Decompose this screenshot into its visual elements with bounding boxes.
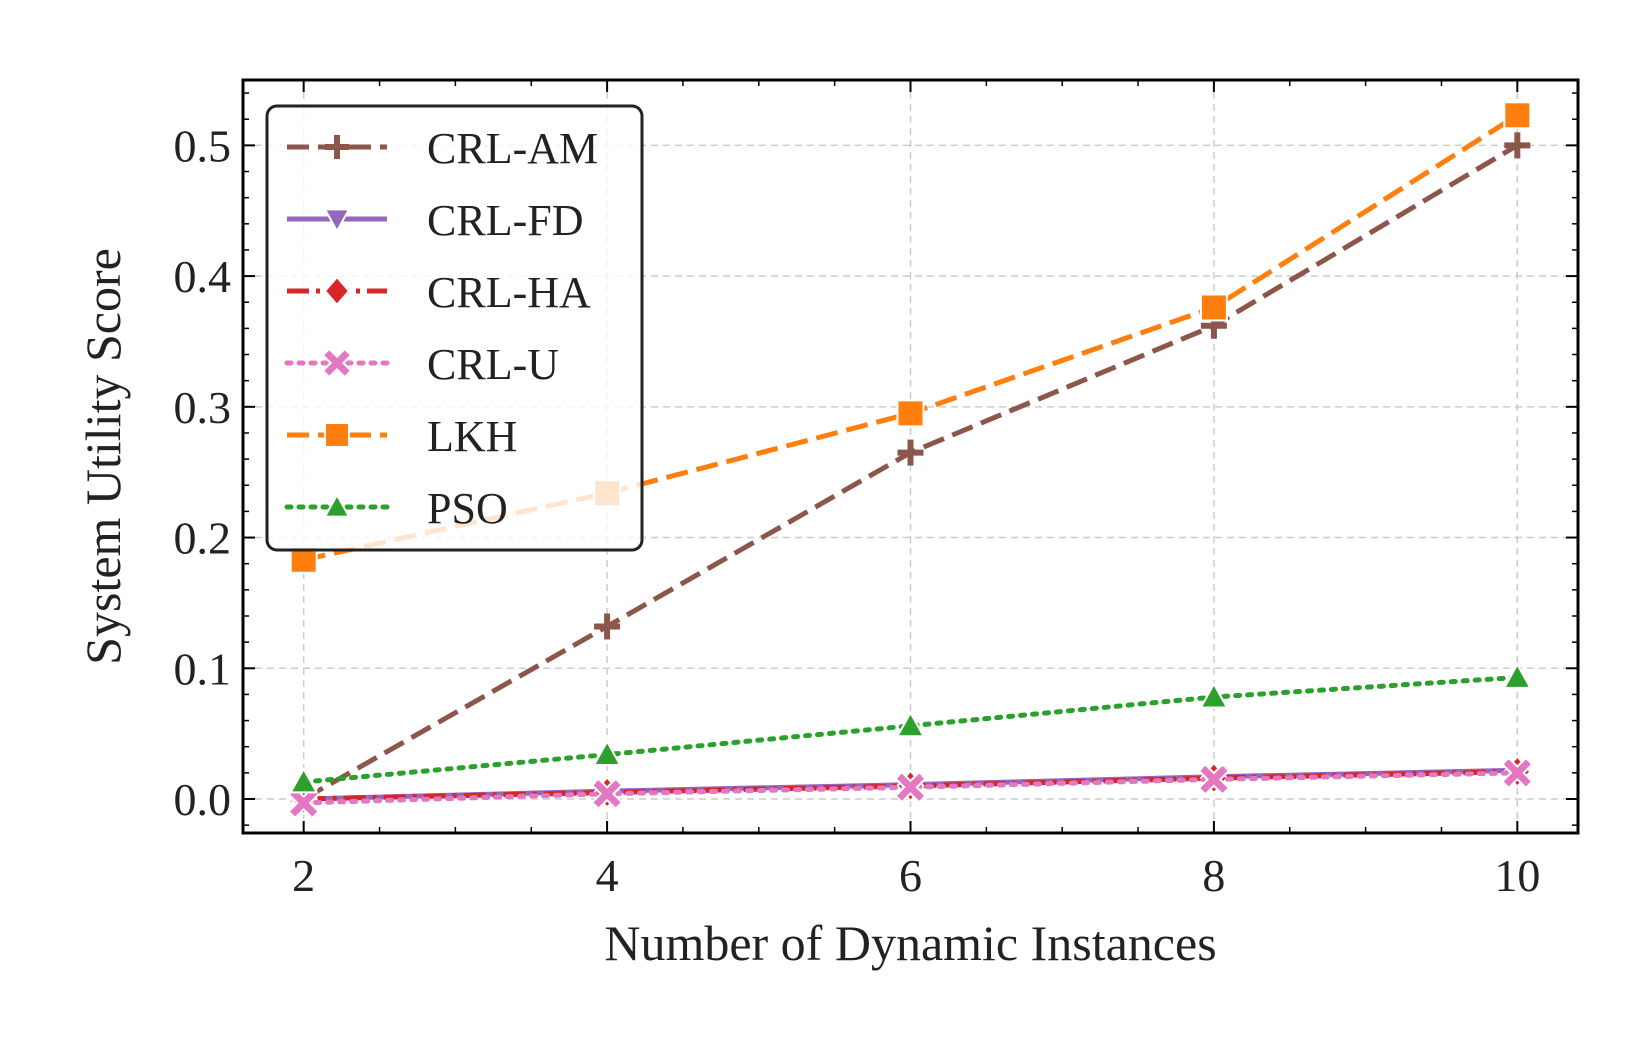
legend-item: CRL-HA (287, 268, 591, 317)
y-tick-label: 0.4 (174, 251, 232, 302)
x-tick-label: 6 (899, 850, 922, 901)
square-marker (896, 399, 925, 428)
legend-label: LKH (427, 412, 517, 461)
x-marker (288, 787, 319, 818)
legend-item: LKH (287, 412, 517, 461)
square-marker (324, 422, 350, 448)
legend-item: CRL-AM (287, 124, 598, 173)
diamond-marker (323, 275, 351, 307)
x-marker (592, 778, 623, 809)
x-marker-stroke-b (896, 773, 925, 801)
legend-label: CRL-U (427, 340, 559, 389)
plus-marker (325, 135, 349, 159)
plus-marker (897, 439, 924, 466)
tick-labels: 2 4 6 8 10 0.0 0.1 0.2 0.3 0.4 0.5 (174, 120, 1541, 901)
x-marker-stroke-b (1200, 765, 1228, 793)
series-pso (288, 662, 1533, 794)
triangle-up-marker (1502, 662, 1533, 689)
plus-marker (1504, 132, 1531, 159)
square-marker (1503, 101, 1532, 130)
x-marker (1198, 764, 1229, 795)
legend-item: PSO (284, 484, 508, 533)
axis-ticks (243, 80, 1578, 833)
x-axis-label: Number of Dynamic Instances (604, 915, 1216, 971)
y-tick-label: 0.2 (174, 513, 232, 564)
x-marker-stroke-b (290, 789, 318, 817)
legend-label: PSO (427, 484, 508, 533)
legend-item: CRL-FD (287, 196, 583, 245)
series-crl-am (290, 132, 1531, 813)
y-tick-label: 0.5 (174, 120, 232, 171)
y-axis-label: System Utility Score (75, 248, 131, 665)
x-tick-label: 2 (292, 850, 315, 901)
x-tick-label: 10 (1494, 850, 1540, 901)
legend: CRL-AM CRL-FD CRL-HA CRL-U LKH PSO (265, 104, 644, 552)
series-line (301, 674, 1520, 785)
x-marker-stroke-b (1503, 759, 1531, 787)
y-tick-label: 0.0 (174, 774, 232, 825)
x-tick-label: 8 (1202, 850, 1225, 901)
legend-label: CRL-FD (427, 196, 583, 245)
triangle-up-marker (288, 766, 319, 794)
legend-label: CRL-HA (427, 268, 591, 317)
x-marker (322, 348, 352, 378)
x-marker (895, 772, 926, 803)
triangle-up-marker (1199, 681, 1229, 709)
series-crl-u (288, 757, 1533, 818)
x-marker-stroke-b (593, 780, 621, 808)
legend-item: CRL-U (284, 340, 559, 389)
series-line (301, 770, 1520, 806)
x-marker-stroke-b (324, 350, 350, 376)
triangle-up-marker (895, 710, 926, 738)
x-tick-label: 4 (596, 850, 619, 901)
triangle-up-marker (323, 492, 351, 518)
y-tick-label: 0.1 (174, 643, 232, 694)
triangle-up-marker (592, 739, 622, 766)
legend-label: CRL-AM (427, 124, 598, 173)
y-tick-label: 0.3 (174, 382, 232, 433)
square-marker (1199, 293, 1228, 322)
series-layer (288, 101, 1533, 818)
plus-marker (594, 613, 621, 640)
x-marker (1502, 757, 1533, 788)
triangle-down-marker (323, 208, 351, 234)
